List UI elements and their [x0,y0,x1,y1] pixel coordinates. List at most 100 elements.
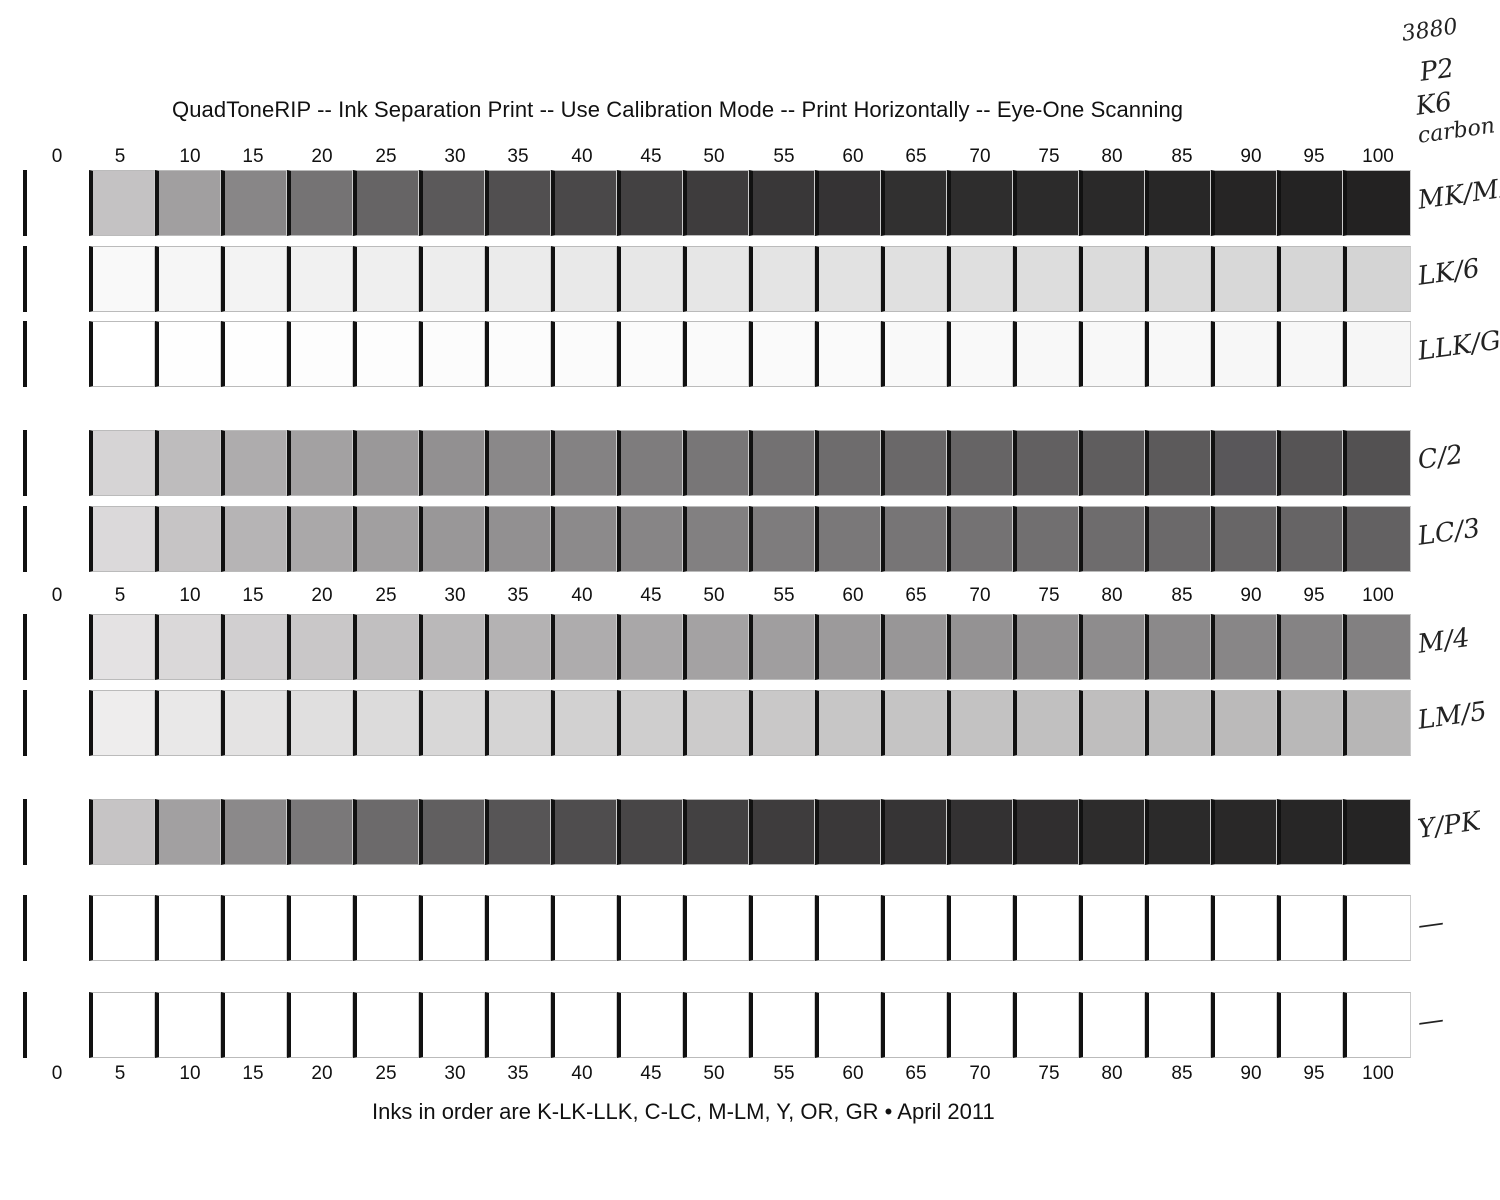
ink-patch [1013,690,1079,756]
scale-label: 65 [905,585,927,606]
ink-patch [1277,799,1343,865]
ink-patch [815,321,881,387]
ink-patch [155,799,221,865]
handwritten-note-k6: K6 [1413,87,1454,122]
scale-label: 5 [114,585,126,606]
ink-patch [287,506,353,572]
strip-lead-bar [23,614,27,680]
ink-patch [419,895,485,961]
ink-patch [221,430,287,496]
ink-patch [749,992,815,1058]
ink-patch [1211,614,1277,680]
ink-patch [881,895,947,961]
ink-patch [947,506,1013,572]
ink-patch [1013,799,1079,865]
ink-patch [749,170,815,236]
ink-patch [617,170,683,236]
ink-patch [155,506,221,572]
ink-patch [1145,430,1211,496]
ink-patch [485,170,551,236]
scale-label: 30 [444,585,466,606]
handwritten-row-label: LC/3 [1415,513,1482,552]
ink-patch [1145,895,1211,961]
ink-patch [89,430,155,496]
ink-patch [1343,170,1411,236]
ink-patch [89,614,155,680]
ink-patch [353,506,419,572]
ink-patch [1343,321,1411,387]
scale-label: 55 [773,1063,795,1084]
ink-patch [419,690,485,756]
handwritten-row-label: — [1415,1004,1446,1038]
ink-patch [287,895,353,961]
ink-patch [155,690,221,756]
scale-label: 95 [1303,146,1325,167]
ink-patch [551,992,617,1058]
ink-patch [947,690,1013,756]
scale-label: 10 [179,1063,201,1084]
ink-patch [419,506,485,572]
ink-patch [221,321,287,387]
scale-label: 80 [1101,585,1123,606]
scale-label: 40 [571,1063,593,1084]
ink-patch [221,992,287,1058]
strip-lead-bar [23,430,27,496]
ink-patch [1211,992,1277,1058]
ink-patch [815,992,881,1058]
scale-label: 75 [1038,585,1060,606]
ink-patch [419,992,485,1058]
ink-patch [1343,246,1411,312]
strip-lead-bar [23,321,27,387]
ink-patch [89,799,155,865]
scale-label: 90 [1240,1063,1262,1084]
ink-patch [1343,895,1411,961]
ink-patch [1211,506,1277,572]
ink-patch [617,690,683,756]
handwritten-row-label: M/4 [1415,622,1472,660]
scale-label: 65 [905,1063,927,1084]
ink-patch [155,992,221,1058]
strip-lead-bar [23,690,27,756]
ink-patch [683,895,749,961]
strip-lead-bar [23,506,27,572]
ink-patch [287,614,353,680]
strip-lead-bar [23,170,27,236]
ink-patch [1079,506,1145,572]
ink-patch [1211,430,1277,496]
ink-patch [485,321,551,387]
ink-patch [1277,992,1343,1058]
ink-patch [485,614,551,680]
ink-patch [1145,170,1211,236]
ink-patch [749,690,815,756]
ink-patch [947,321,1013,387]
ink-patch [551,246,617,312]
ink-patch [287,799,353,865]
ink-patch [485,430,551,496]
ink-patch [1145,690,1211,756]
ink-patch [1145,506,1211,572]
ink-patch [1277,321,1343,387]
ink-patch [419,614,485,680]
ink-patch [1013,246,1079,312]
ink-patch [617,799,683,865]
ink-patch [287,321,353,387]
ink-patch [749,895,815,961]
ink-patch [1277,895,1343,961]
ink-patch [749,246,815,312]
ink-patch [749,799,815,865]
ink-patch [419,321,485,387]
scale-label: 40 [571,585,593,606]
ink-patch [881,992,947,1058]
ink-patch [881,799,947,865]
ink-patch [1013,614,1079,680]
scale-label: 55 [773,585,795,606]
scale-label: 40 [571,146,593,167]
ink-patch [815,895,881,961]
ink-patch [947,430,1013,496]
ink-patch [1145,246,1211,312]
ink-patch [815,430,881,496]
scale-label: 75 [1038,1063,1060,1084]
scale-label: 5 [114,1063,126,1084]
ink-patch [551,614,617,680]
ink-patch [749,430,815,496]
